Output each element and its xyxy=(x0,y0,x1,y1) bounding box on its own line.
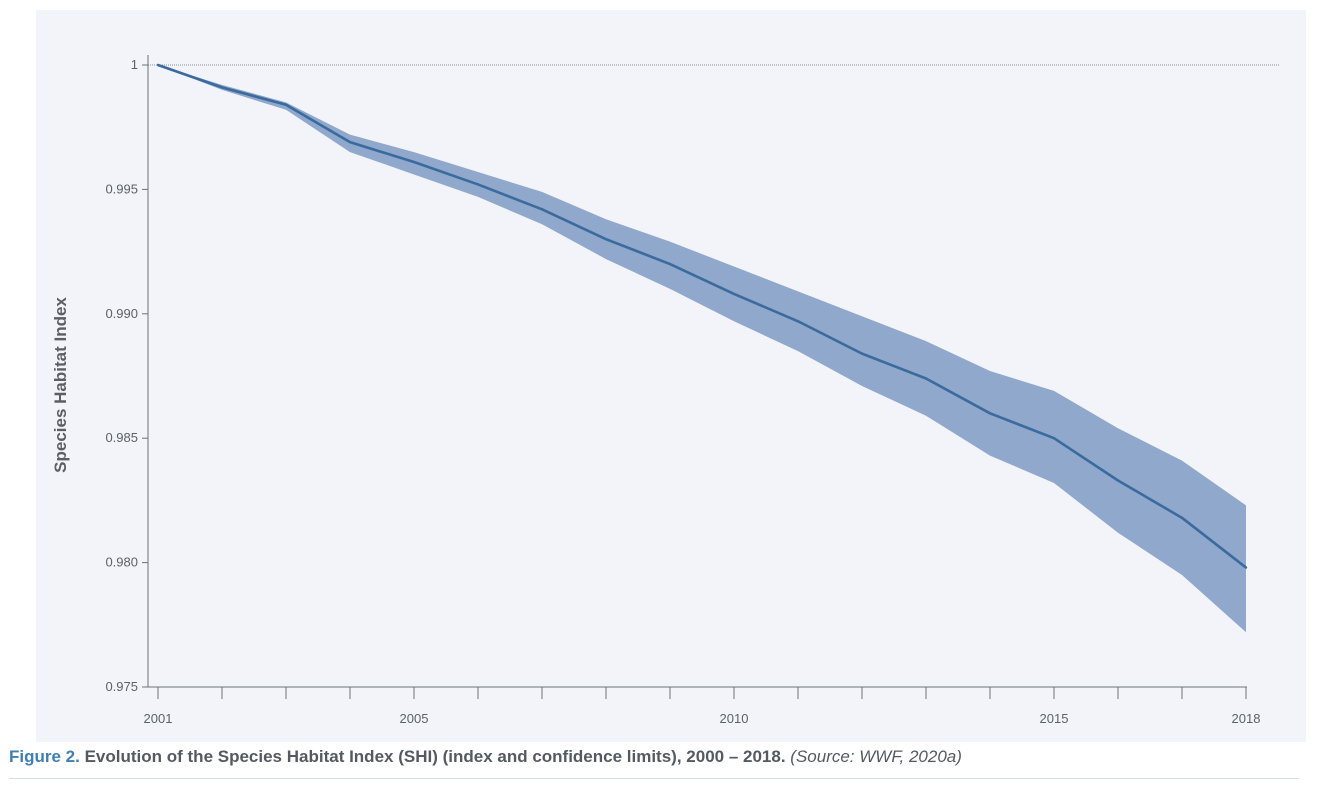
data-point xyxy=(348,140,352,144)
data-point xyxy=(988,412,992,415)
y-tick-label: 0.990 xyxy=(105,306,138,321)
data-point xyxy=(732,292,736,296)
x-tick-label: 2015 xyxy=(1040,711,1069,726)
figure-caption: Figure 2. Evolution of the Species Habit… xyxy=(9,747,1299,767)
data-point xyxy=(540,208,544,211)
data-point xyxy=(924,377,928,380)
x-tick-label: 2005 xyxy=(400,711,429,726)
caption-source: (Source: WWF, 2020a) xyxy=(790,747,962,766)
confidence-band xyxy=(158,65,1246,633)
data-point xyxy=(476,183,480,186)
y-tick-label: 0.975 xyxy=(105,679,138,694)
y-tick-label: 0.980 xyxy=(105,555,138,570)
figure-label: Figure 2. xyxy=(9,747,80,766)
x-tick-label: 2001 xyxy=(144,711,173,726)
x-tick-label: 2018 xyxy=(1232,711,1261,726)
y-axis-title: Species Habitat Index xyxy=(51,297,70,473)
caption-divider xyxy=(9,778,1299,779)
data-point xyxy=(1244,566,1248,569)
data-point xyxy=(156,63,160,67)
data-point xyxy=(860,352,864,355)
index-line xyxy=(157,63,1247,569)
data-point xyxy=(412,160,416,164)
data-point xyxy=(796,320,800,323)
chart-panel: Species Habitat Index 1 0.995 0.990 0.985 0.… xyxy=(36,10,1306,742)
x-tick-label: 2010 xyxy=(720,711,749,726)
data-point xyxy=(284,103,288,107)
data-point xyxy=(1116,479,1120,482)
data-point xyxy=(668,262,672,266)
y-tick-label: 0.985 xyxy=(105,430,138,445)
y-tick-label: 1 xyxy=(131,57,138,72)
caption-text: Evolution of the Species Habitat Index (… xyxy=(84,747,786,766)
data-point xyxy=(220,86,224,89)
data-point xyxy=(1052,437,1056,440)
data-point xyxy=(1180,516,1184,520)
y-tick-label: 0.995 xyxy=(105,181,138,196)
chart: Species Habitat Index 1 0.995 0.990 0.985 0.… xyxy=(51,55,1279,726)
data-point xyxy=(604,237,608,241)
